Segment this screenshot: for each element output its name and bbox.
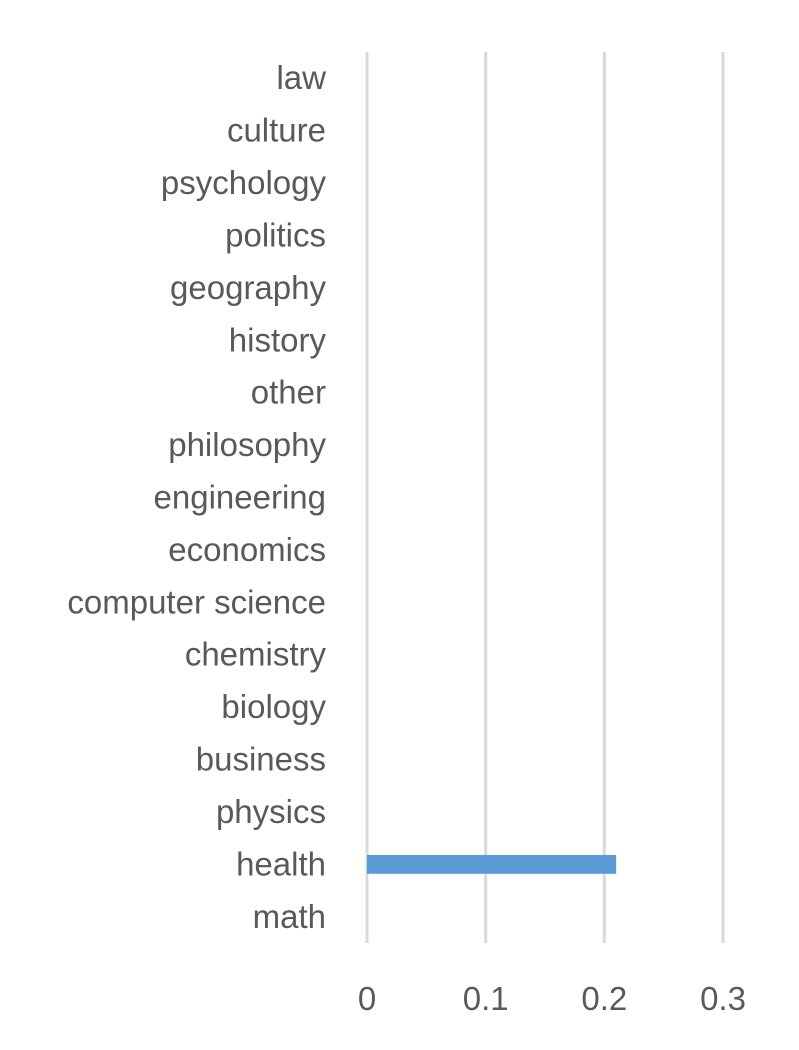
- category-label: health: [236, 845, 326, 882]
- bar: [367, 854, 617, 874]
- category-label: philosophy: [168, 426, 326, 463]
- category-label: other: [251, 374, 326, 411]
- category-label: economics: [168, 531, 326, 568]
- x-tick-label: 0.1: [463, 980, 509, 1017]
- category-label: chemistry: [185, 636, 327, 673]
- bars: [367, 854, 617, 874]
- x-tick-label: 0.2: [581, 980, 627, 1017]
- category-labels: math health physics business biology chemistr…: [67, 59, 326, 935]
- category-label: business: [196, 741, 326, 778]
- category-label: law: [276, 59, 326, 96]
- category-label: politics: [225, 216, 326, 253]
- gridlines: [365, 52, 725, 943]
- category-label: physics: [216, 793, 326, 830]
- category-label: history: [229, 321, 327, 358]
- category-label: engineering: [154, 479, 326, 516]
- category-label: math: [253, 898, 326, 935]
- category-label: biology: [221, 688, 326, 725]
- category-label: geography: [170, 269, 326, 306]
- category-label: computer science: [67, 583, 326, 620]
- x-tick-label: 0.3: [700, 980, 746, 1017]
- x-tick-labels: 0 0.1 0.2 0.3: [358, 980, 746, 1017]
- category-label: psychology: [161, 164, 327, 201]
- category-label: culture: [227, 112, 326, 149]
- x-tick-label: 0: [358, 980, 376, 1017]
